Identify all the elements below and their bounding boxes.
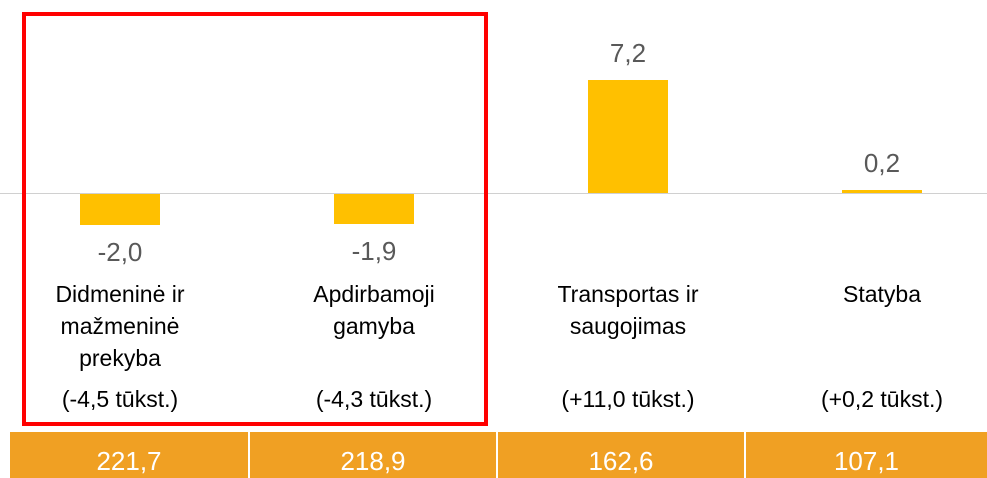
bar (588, 79, 668, 193)
category-label: Apdirbamoji gamyba (313, 281, 435, 339)
bar (334, 194, 414, 224)
change-label: (+0,2 tūkst.) (820, 386, 944, 412)
change-label: (+11,0 tūkst.) (561, 386, 695, 412)
baseline (0, 193, 987, 194)
bar (80, 194, 160, 226)
value-label: -1,9 (351, 235, 397, 266)
change-label: (-4,5 tūkst.) (61, 386, 179, 412)
bar (842, 189, 922, 193)
value-label: 0,2 (863, 147, 901, 178)
category-label: Statyba (843, 281, 921, 307)
total-cell: 218,9 (250, 432, 496, 478)
value-label: 7,2 (609, 37, 647, 68)
total-cell: 107,1 (746, 432, 987, 478)
category-label: Transportas ir saugojimas (557, 281, 699, 339)
total-cell: 221,7 (10, 432, 248, 478)
change-label: (-4,3 tūkst.) (315, 386, 433, 412)
total-cell: 162,6 (498, 432, 744, 478)
value-label: -2,0 (97, 237, 143, 268)
category-label: Didmeninė ir mažmeninė prekyba (55, 281, 185, 371)
highlight-box (22, 12, 488, 426)
